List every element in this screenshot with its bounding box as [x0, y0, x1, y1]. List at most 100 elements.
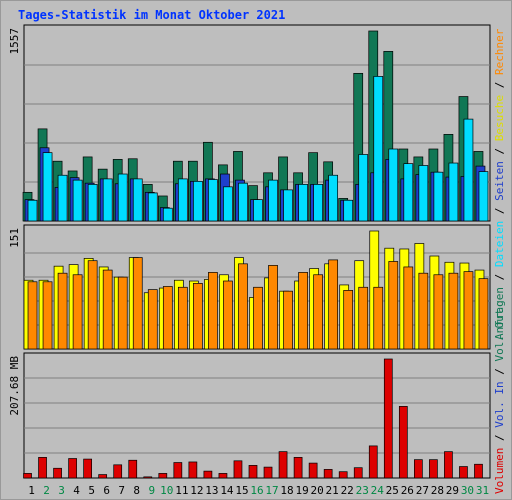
bar-volumen-day-4	[68, 458, 77, 479]
bar-dateien-day-28	[433, 171, 444, 222]
bar-dateien-day-17	[268, 179, 278, 222]
bar-rechner-day-1	[27, 281, 38, 350]
bottom-legend-item-1: /	[493, 428, 506, 448]
bar-rechner-day-8	[132, 257, 143, 350]
bottom-legend-item-2: Vol. In	[493, 381, 506, 427]
top-legend-item-3: /	[493, 201, 506, 221]
bar-volumen-day-13	[203, 470, 213, 479]
x-tick-label-day-2: 2	[43, 484, 50, 497]
bar-rechner-day-6	[102, 269, 113, 350]
x-tick-label-day-10: 10	[160, 484, 173, 497]
bar-volumen-day-15	[233, 460, 243, 479]
bar-rechner-day-5	[87, 260, 98, 350]
bar-rechner-day-24	[373, 286, 384, 350]
bar-dateien-day-15	[238, 182, 248, 222]
bar-dateien-day-4	[72, 179, 83, 222]
bar-rechner-day-9	[147, 289, 158, 350]
bar-dateien-day-19	[298, 184, 308, 222]
bar-volumen-day-1	[23, 473, 32, 479]
bar-rechner-day-3	[57, 272, 68, 350]
bar-rechner-day-18	[283, 290, 293, 350]
y-axis-label-middle: 151	[8, 228, 21, 248]
x-tick-label-day-11: 11	[175, 484, 188, 497]
chart-title: Tages-Statistik im Monat Oktober 2021	[18, 8, 285, 22]
bar-dateien-day-12	[193, 180, 203, 222]
bar-volumen-day-21	[323, 469, 333, 479]
bar-dateien-day-6	[102, 178, 113, 222]
bar-dateien-day-21	[328, 174, 339, 222]
bar-dateien-day-24	[373, 76, 384, 222]
bar-dateien-day-30	[463, 118, 474, 222]
bar-volumen-day-14	[218, 473, 228, 479]
top-legend-item-2: Dateien	[493, 221, 506, 267]
bar-dateien-day-3	[57, 174, 68, 222]
bar-rechner-day-22	[343, 290, 354, 350]
bar-rechner-day-14	[223, 280, 233, 350]
bar-rechner-day-2	[42, 281, 53, 350]
x-tick-label-day-4: 4	[73, 484, 80, 497]
bar-dateien-day-2	[42, 152, 53, 222]
panel-middle: 151	[8, 224, 491, 350]
x-tick-label-day-8: 8	[133, 484, 140, 497]
bar-dateien-day-25	[388, 148, 399, 222]
bar-volumen-day-10	[158, 473, 168, 479]
x-tick-label-day-1: 1	[28, 484, 35, 497]
panel-top: 1557	[8, 24, 491, 222]
bar-volumen-day-27	[414, 459, 423, 479]
bar-rechner-day-13	[208, 272, 218, 350]
x-tick-label-day-31: 31	[476, 484, 489, 497]
bar-volumen-day-5	[83, 458, 93, 479]
bar-rechner-day-31	[478, 278, 489, 350]
bar-volumen-day-28	[429, 459, 438, 479]
bar-volumen-day-31	[474, 463, 483, 479]
bar-volumen-day-11	[173, 462, 183, 479]
bar-dateien-day-23	[358, 154, 369, 222]
x-tick-label-day-3: 3	[58, 484, 65, 497]
bar-dateien-day-31	[478, 171, 489, 222]
top-legend-item-0: Anfragen	[493, 287, 506, 340]
x-tick-label-day-9: 9	[148, 484, 155, 497]
bottom-legend-item-3: /	[493, 362, 506, 382]
y-axis-label-top: 1557	[8, 28, 21, 55]
bar-dateien-day-9	[147, 192, 158, 222]
bar-dateien-day-7	[117, 173, 128, 222]
bar-dateien-day-20	[313, 184, 323, 222]
x-tick-label-day-16: 16	[250, 484, 263, 497]
bar-volumen-day-9	[143, 476, 153, 479]
bar-rechner-day-11	[177, 286, 188, 350]
bar-volumen-day-24	[368, 445, 378, 479]
bar-volumen-day-29	[444, 451, 453, 479]
bar-dateien-day-14	[223, 186, 233, 222]
bar-rechner-day-25	[388, 261, 399, 350]
bar-volumen-day-23	[353, 467, 363, 479]
x-tick-label-day-18: 18	[280, 484, 293, 497]
bar-rechner-day-30	[463, 271, 474, 350]
x-tick-label-day-7: 7	[118, 484, 125, 497]
x-tick-label-day-20: 20	[311, 484, 324, 497]
bar-volumen-day-16	[248, 465, 258, 479]
bar-volumen-day-18	[278, 451, 288, 479]
top-legend-item-5: /	[493, 141, 506, 161]
x-tick-label-day-27: 27	[416, 484, 429, 497]
bar-volumen-day-20	[308, 462, 318, 479]
bar-dateien-day-8	[132, 178, 143, 222]
x-tick-label-day-15: 15	[235, 484, 248, 497]
bar-volumen-day-2	[38, 457, 47, 479]
chart-panels: 1557 151 207.68 MB	[8, 24, 491, 479]
x-tick-label-day-23: 23	[356, 484, 369, 497]
top-legend-item-1: /	[493, 267, 506, 287]
x-tick-label-day-6: 6	[103, 484, 110, 497]
legend-top: Anfragen / Dateien / Seiten / Besuche / …	[493, 28, 506, 340]
bar-rechner-day-28	[433, 274, 444, 350]
x-tick-label-day-13: 13	[205, 484, 218, 497]
bar-rechner-day-29	[448, 272, 459, 350]
bar-volumen-day-25	[383, 358, 393, 479]
x-tick-label-day-28: 28	[431, 484, 444, 497]
bar-dateien-day-27	[418, 165, 429, 222]
bar-rechner-day-20	[313, 274, 323, 350]
x-tick-label-day-24: 24	[371, 484, 385, 497]
bar-rechner-day-17	[268, 265, 278, 350]
x-tick-label-day-14: 14	[220, 484, 234, 497]
x-tick-label-day-25: 25	[386, 484, 399, 497]
bar-rechner-day-27	[418, 272, 429, 350]
